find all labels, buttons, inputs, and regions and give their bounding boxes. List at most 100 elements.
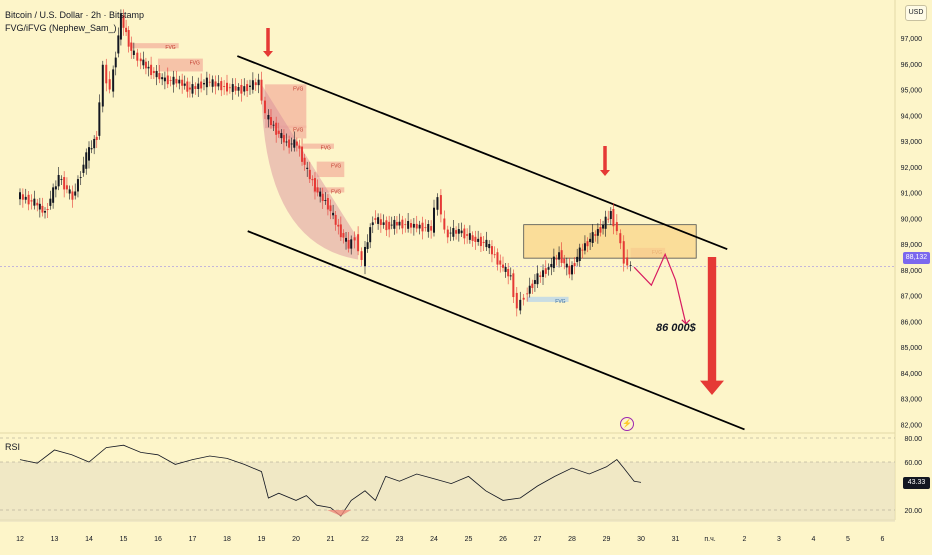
price-tick-label: 84,000 bbox=[901, 371, 923, 378]
candle-body bbox=[301, 146, 304, 162]
fvg-label: FVG bbox=[331, 189, 341, 195]
candle-body bbox=[163, 77, 166, 82]
fvg-zone bbox=[527, 296, 569, 302]
candle-body bbox=[249, 85, 251, 87]
candle-body bbox=[347, 240, 350, 249]
candle-body bbox=[280, 133, 283, 139]
candle-body bbox=[460, 230, 463, 234]
candle-body bbox=[313, 178, 316, 192]
candle-body bbox=[466, 234, 469, 236]
fvg-label: FVG bbox=[293, 128, 303, 134]
candle-body bbox=[181, 79, 184, 86]
price-tick-label: 89,000 bbox=[901, 242, 923, 249]
candle-body bbox=[308, 169, 311, 180]
candle-body bbox=[410, 223, 412, 228]
rsi-tick-label: 80.00 bbox=[904, 436, 922, 443]
candle-body bbox=[272, 124, 275, 126]
candle-body bbox=[36, 202, 39, 206]
candle-body bbox=[27, 194, 30, 205]
candle-body bbox=[547, 267, 550, 270]
candle-body bbox=[412, 223, 415, 228]
candle-body bbox=[186, 81, 189, 92]
candle-body bbox=[82, 164, 85, 173]
candle-body bbox=[175, 78, 178, 84]
candle-body bbox=[629, 265, 632, 266]
candle-body bbox=[457, 229, 460, 234]
candle-body bbox=[531, 283, 534, 289]
candle-body bbox=[560, 250, 563, 263]
candle-body bbox=[117, 35, 120, 54]
candle-body bbox=[607, 218, 610, 220]
candle-body bbox=[303, 157, 306, 165]
time-tick-label: 22 bbox=[361, 536, 369, 543]
time-tick-label: 6 bbox=[881, 536, 885, 543]
indicator-legend[interactable]: FVG/iFVG (Nephew_Sam_) bbox=[5, 23, 117, 33]
fvg-label: FVG bbox=[331, 164, 341, 170]
candle-body bbox=[197, 83, 200, 89]
candle-body bbox=[589, 238, 592, 243]
candle-body bbox=[293, 139, 296, 148]
candle-body bbox=[114, 57, 117, 68]
candle-body bbox=[357, 234, 360, 252]
time-tick-label: 25 bbox=[465, 536, 473, 543]
time-tick-label: 27 bbox=[534, 536, 542, 543]
candle-body bbox=[398, 221, 401, 226]
candle-body bbox=[591, 232, 594, 243]
candle-body bbox=[132, 50, 135, 55]
time-tick-label: 20 bbox=[292, 536, 300, 543]
fvg-label: FVG bbox=[555, 299, 565, 305]
candle-body bbox=[395, 221, 398, 226]
candle-body bbox=[377, 217, 380, 224]
candle-body bbox=[334, 214, 337, 225]
candle-body bbox=[404, 224, 407, 226]
time-tick-label: 28 bbox=[568, 536, 576, 543]
candle-body bbox=[234, 86, 237, 91]
candle-body bbox=[200, 81, 203, 89]
candle-body bbox=[191, 84, 194, 94]
candle-body bbox=[471, 235, 474, 241]
price-tick-label: 93,000 bbox=[901, 139, 923, 146]
candle-body bbox=[188, 87, 191, 90]
candle-body bbox=[321, 193, 324, 201]
candle-body bbox=[515, 292, 518, 309]
candle-body bbox=[449, 232, 452, 234]
candle-body bbox=[46, 208, 49, 211]
lightning-icon[interactable]: ⚡ bbox=[620, 417, 634, 431]
candle-body bbox=[550, 263, 553, 268]
time-tick-label: 23 bbox=[396, 536, 404, 543]
candle-body bbox=[282, 135, 285, 143]
candle-body bbox=[194, 86, 197, 89]
candle-body bbox=[499, 260, 502, 265]
candle-body bbox=[316, 187, 319, 193]
candle-body bbox=[311, 179, 314, 181]
candle-body bbox=[385, 220, 388, 231]
candle-body bbox=[125, 27, 128, 33]
candle-body bbox=[144, 61, 147, 69]
candle-body bbox=[169, 80, 172, 81]
candle-body bbox=[85, 152, 88, 169]
candle-body bbox=[122, 15, 125, 28]
candle-body bbox=[150, 64, 153, 76]
candle-body bbox=[433, 207, 435, 233]
candle-body bbox=[468, 233, 471, 240]
candle-body bbox=[139, 58, 142, 62]
candle-body bbox=[203, 83, 205, 85]
candle-body bbox=[251, 80, 254, 90]
time-tick-label: 5 bbox=[846, 536, 850, 543]
candle-body bbox=[130, 42, 133, 51]
candle-body bbox=[231, 84, 234, 92]
candle-body bbox=[136, 52, 139, 61]
price-tick-label: 97,000 bbox=[901, 36, 923, 43]
candle-body bbox=[329, 205, 332, 212]
candle-body bbox=[421, 222, 424, 232]
candle-body bbox=[596, 229, 599, 236]
channel-upper-line bbox=[237, 55, 728, 250]
price-tick-label: 87,000 bbox=[901, 294, 923, 301]
candle-body bbox=[594, 234, 597, 236]
price-tick-label: 86,000 bbox=[901, 319, 923, 326]
currency-badge[interactable]: USD bbox=[905, 5, 927, 21]
fvg-zone bbox=[130, 43, 179, 49]
candle-body bbox=[158, 73, 161, 80]
